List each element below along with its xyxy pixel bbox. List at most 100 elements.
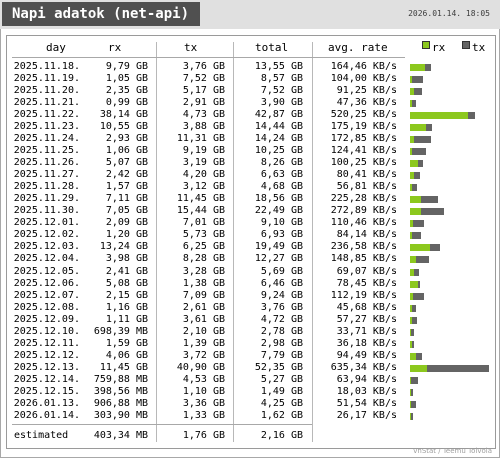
row-day: 2025.12.11. [13, 338, 80, 349]
row-rx: 303,90 MB [93, 410, 148, 421]
row-day: 2025.12.04. [13, 253, 80, 264]
row-avg-rate: 18,03 KB/s [336, 386, 397, 397]
row-total: 7,79 GB [260, 350, 303, 361]
row-rx: 2,42 GB [105, 169, 148, 180]
row-rx: 1,59 GB [105, 338, 148, 349]
rx-bar [410, 256, 416, 263]
row-total: 2,78 GB [260, 326, 303, 337]
rx-bar [410, 76, 412, 83]
estimated-label: estimated [14, 430, 69, 441]
row-day: 2025.12.15. [13, 386, 80, 397]
rx-bar [410, 389, 411, 396]
row-day: 2025.11.23. [13, 121, 80, 132]
row-rx: 7,05 GB [105, 205, 148, 216]
row-avg-rate: 26,17 KB/s [336, 410, 397, 421]
row-tx: 11,45 GB [176, 193, 225, 204]
row-avg-rate: 520,25 KB/s [330, 109, 397, 120]
column-header-day: day [46, 41, 66, 54]
row-day: 2025.11.20. [13, 85, 80, 96]
rx-bar [410, 317, 412, 324]
tx-bar [412, 184, 417, 191]
row-day: 2025.12.09. [13, 314, 80, 325]
row-avg-rate: 164,46 KB/s [330, 61, 397, 72]
estimated-divider [12, 424, 312, 425]
row-tx: 1,39 GB [182, 338, 225, 349]
tx-bar [412, 305, 416, 312]
legend-rx-label: rx [432, 41, 446, 54]
rx-bar [410, 88, 414, 95]
row-tx: 1,10 GB [182, 386, 225, 397]
row-tx: 7,09 GB [182, 290, 225, 301]
row-avg-rate: 33,71 KB/s [336, 326, 397, 337]
row-tx: 15,44 GB [176, 205, 225, 216]
estimated-total: 2,16 GB [260, 430, 303, 441]
tx-bar [416, 256, 429, 263]
tx-bar [414, 269, 419, 276]
rx-bar [410, 269, 414, 276]
row-tx: 3,36 GB [182, 398, 225, 409]
row-total: 9,24 GB [260, 290, 303, 301]
tx-bar [421, 208, 444, 215]
tx-bar [416, 353, 422, 360]
row-total: 8,26 GB [260, 157, 303, 168]
column-header-total: total [255, 41, 289, 54]
row-avg-rate: 91,25 KB/s [336, 85, 397, 96]
rx-bar [410, 293, 413, 300]
row-day: 2025.11.25. [13, 145, 80, 156]
row-rx: 7,11 GB [105, 193, 148, 204]
row-day: 2025.11.29. [13, 193, 80, 204]
row-rx: 2,15 GB [105, 290, 148, 301]
tx-bar [418, 160, 423, 167]
tx-bar [427, 365, 489, 372]
rx-bar [410, 220, 413, 227]
row-total: 2,98 GB [260, 338, 303, 349]
row-day: 2025.12.10. [13, 326, 80, 337]
rx-bar [410, 196, 421, 203]
row-total: 5,27 GB [260, 374, 303, 385]
row-avg-rate: 124,41 KB/s [330, 145, 397, 156]
rx-bar [410, 184, 412, 191]
header-divider [12, 57, 405, 58]
column-separator [233, 42, 234, 442]
row-tx: 9,19 GB [182, 145, 225, 156]
row-total: 4,72 GB [260, 314, 303, 325]
row-avg-rate: 272,89 KB/s [330, 205, 397, 216]
rx-bar [410, 208, 421, 215]
legend-rx-swatch [422, 41, 430, 49]
page-title: Napi adatok (net-api) [2, 2, 200, 26]
rx-bar [410, 305, 412, 312]
row-tx: 7,52 GB [182, 73, 225, 84]
row-rx: 906,88 MB [93, 398, 148, 409]
row-avg-rate: 56,81 KB/s [336, 181, 397, 192]
row-day: 2025.12.14. [13, 374, 80, 385]
row-total: 10,25 GB [254, 145, 303, 156]
row-tx: 2,91 GB [182, 97, 225, 108]
rx-bar [410, 172, 414, 179]
rx-bar [410, 244, 430, 251]
row-avg-rate: 112,19 KB/s [330, 290, 397, 301]
row-avg-rate: 57,27 KB/s [336, 314, 397, 325]
row-total: 13,55 GB [254, 61, 303, 72]
row-rx: 4,06 GB [105, 350, 148, 361]
tx-bar [414, 136, 431, 143]
tx-bar [411, 401, 416, 408]
row-total: 14,44 GB [254, 121, 303, 132]
row-avg-rate: 635,34 KB/s [330, 362, 397, 373]
row-day: 2025.11.19. [13, 73, 80, 84]
row-rx: 2,35 GB [105, 85, 148, 96]
row-tx: 2,61 GB [182, 302, 225, 313]
tx-bar [413, 293, 424, 300]
row-rx: 5,07 GB [105, 157, 148, 168]
row-rx: 698,39 MB [93, 326, 148, 337]
row-rx: 1,20 GB [105, 229, 148, 240]
generated-datetime: 2026.01.14. 18:05 [408, 9, 490, 18]
row-day: 2025.12.07. [13, 290, 80, 301]
row-tx: 2,10 GB [182, 326, 225, 337]
tx-bar [414, 88, 422, 95]
row-total: 6,63 GB [260, 169, 303, 180]
row-total: 22,49 GB [254, 205, 303, 216]
row-avg-rate: 78,45 KB/s [336, 278, 397, 289]
row-avg-rate: 172,85 KB/s [330, 133, 397, 144]
row-avg-rate: 225,28 KB/s [330, 193, 397, 204]
row-day: 2025.11.27. [13, 169, 80, 180]
